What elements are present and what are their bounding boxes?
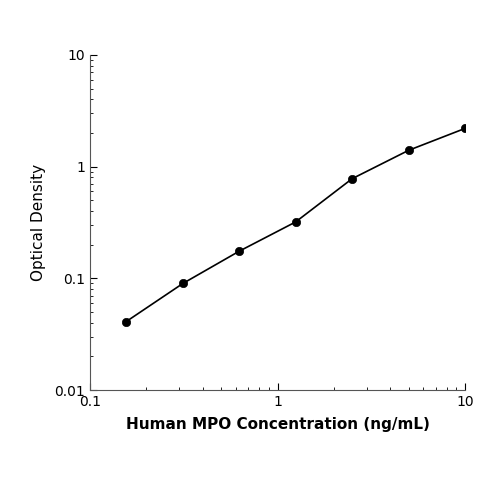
Y-axis label: Optical Density: Optical Density — [31, 164, 46, 281]
X-axis label: Human MPO Concentration (ng/mL): Human MPO Concentration (ng/mL) — [126, 417, 430, 432]
